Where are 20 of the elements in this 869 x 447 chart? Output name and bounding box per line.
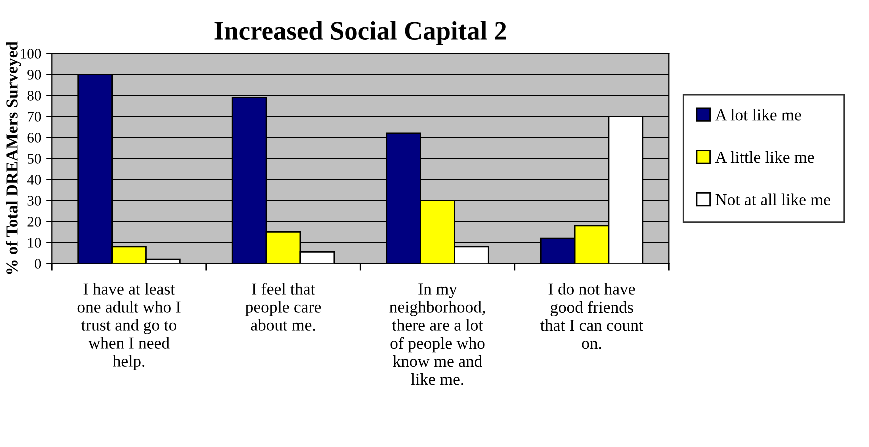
legend-label: A lot like me bbox=[715, 109, 802, 121]
x-tick-label: I have at least one adult who I trust and go to when I need help. bbox=[78, 283, 181, 370]
y-tick-label: 90 bbox=[28, 70, 42, 80]
y-tick-label: 20 bbox=[28, 217, 42, 227]
y-tick-label: 70 bbox=[28, 112, 42, 122]
chart-title: Increased Social Capital 2 bbox=[214, 21, 506, 46]
x-tick-label: I feel that people care about me. bbox=[246, 283, 322, 331]
legend-label: A little like me bbox=[715, 151, 814, 164]
y-tick-label: 80 bbox=[28, 91, 42, 101]
y-tick-label: 40 bbox=[27, 175, 42, 185]
y-tick-label: 60 bbox=[28, 133, 42, 143]
y-tick-label: 10 bbox=[28, 238, 42, 248]
y-axis-title: % of Total DREAMers Surveyed bbox=[6, 42, 22, 274]
y-tick-label: 50 bbox=[28, 154, 42, 164]
y-tick-label: 30 bbox=[28, 196, 42, 206]
x-tick-label: In my neighborhood, there are a lot of people who know me and like me. bbox=[390, 284, 486, 386]
x-tick-label: I do not have good friends that I can count on. bbox=[540, 283, 644, 350]
legend-label: Not at all like me bbox=[716, 194, 830, 206]
y-tick-label: 100 bbox=[21, 49, 42, 59]
y-tick-label: 0 bbox=[34, 259, 42, 269]
